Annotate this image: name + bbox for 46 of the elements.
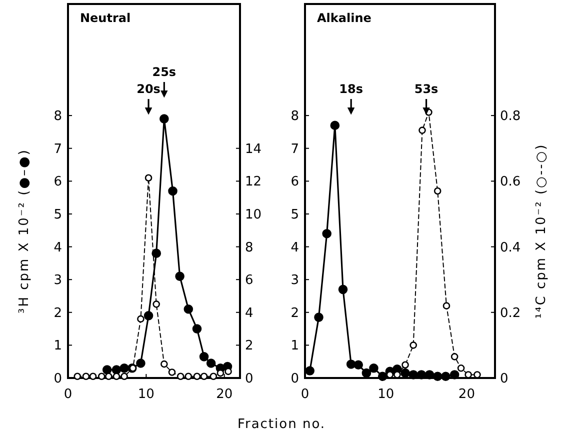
text: Neutral xyxy=(80,11,131,25)
y2-tick-label: 8 xyxy=(245,240,254,256)
y2-tick-label: 10 xyxy=(245,208,262,223)
x-axis-title: Fraction no. xyxy=(237,417,326,432)
y2-axis-title: ¹⁴C cpm X 10⁻² (○--○) xyxy=(534,143,549,319)
y-tick-label: 1 xyxy=(54,338,62,354)
y2-tick-label: 0 xyxy=(245,372,254,387)
y-tick-label: 6 xyxy=(54,174,62,190)
y-tick-label: 2 xyxy=(290,306,299,321)
y-tick-label: 8 xyxy=(290,109,299,124)
x-tick-label: 0 xyxy=(64,387,72,402)
y-tick-label: 8 xyxy=(54,109,62,124)
y2-tick-label: 2 xyxy=(245,338,254,354)
y-tick-label: 4 xyxy=(290,240,299,256)
y-tick-label: 7 xyxy=(290,142,299,157)
y2-tick-label: 14 xyxy=(245,142,262,157)
y-tick-label: 0 xyxy=(290,372,299,387)
y-tick-label: 7 xyxy=(54,142,62,157)
y2-tick-label: 0.6 xyxy=(500,174,521,190)
x-tick-label: 20 xyxy=(458,387,475,402)
y-tick-label: 0 xyxy=(54,372,62,387)
y-tick-label: 4 xyxy=(54,240,62,256)
y-tick-label: 5 xyxy=(290,208,299,223)
ref-line-label: 53s xyxy=(414,82,438,96)
ref-line-label: 18s xyxy=(339,82,364,96)
y-tick-label: 2 xyxy=(54,306,62,321)
ref-line-label: 25s xyxy=(152,65,176,79)
y-axis-title: ³H cpm X 10⁻² (●–●) xyxy=(17,148,32,314)
y2-tick-label: 12 xyxy=(245,174,262,190)
y2-tick-label: 0 xyxy=(500,372,508,387)
y-tick-label: 3 xyxy=(54,273,62,288)
y2-tick-label: 0.2 xyxy=(500,306,521,321)
y2-tick-label: 0.4 xyxy=(500,240,521,256)
ref-line-label: 20s xyxy=(136,82,160,96)
x-tick-label: 10 xyxy=(378,387,394,402)
x-tick-label: 10 xyxy=(138,387,154,402)
x-tick-label: 0 xyxy=(300,387,310,402)
y2-tick-label: 4 xyxy=(245,306,254,321)
text: Alkaline xyxy=(317,11,372,25)
y2-tick-label: 0.8 xyxy=(500,109,521,124)
y-tick-label: 6 xyxy=(290,174,299,190)
y2-tick-label: 6 xyxy=(245,273,254,288)
y-tick-label: 1 xyxy=(290,338,299,354)
x-tick-label: 20 xyxy=(216,387,233,402)
y-tick-label: 3 xyxy=(290,273,299,288)
y-tick-label: 5 xyxy=(54,208,62,223)
